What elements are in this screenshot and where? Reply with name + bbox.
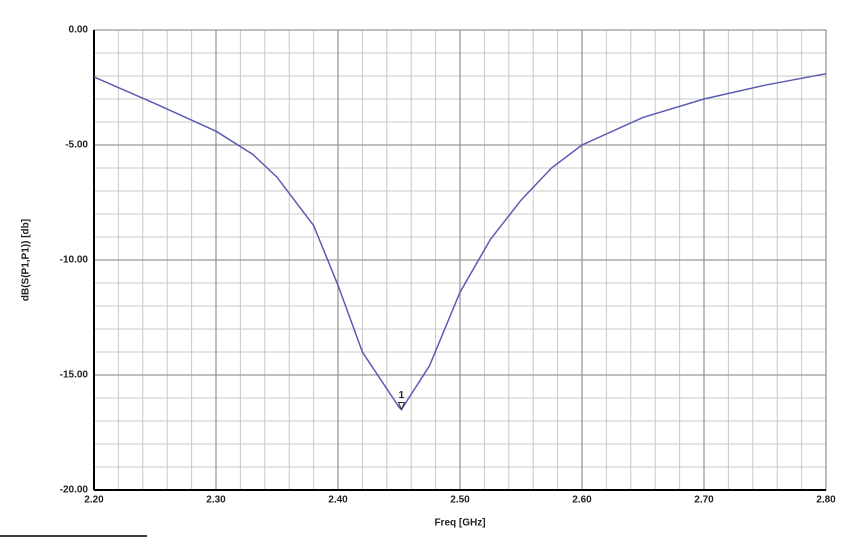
x-tick-label: 2.80 xyxy=(816,495,836,506)
y-tick-label: 0.00 xyxy=(69,25,89,36)
y-tick-label: -15.00 xyxy=(60,370,89,381)
y-tick-label: -10.00 xyxy=(60,255,89,266)
y-tick-label: -20.00 xyxy=(60,485,89,496)
x-axis-label: Freq [GHz] xyxy=(434,518,485,529)
marker xyxy=(397,402,406,411)
annotation: 1 xyxy=(399,390,405,401)
x-tick-label: 2.40 xyxy=(328,495,348,506)
x-tick-label: 2.30 xyxy=(206,495,226,506)
y-axis-label: dB(S(P1,P1)) [db] xyxy=(21,219,32,301)
x-tick-label: 2.20 xyxy=(84,495,104,506)
x-tick-label: 2.50 xyxy=(450,495,470,506)
x-tick-label: 2.60 xyxy=(572,495,592,506)
x-tick-label: 2.70 xyxy=(694,495,714,506)
y-tick-label: -5.00 xyxy=(65,140,88,151)
